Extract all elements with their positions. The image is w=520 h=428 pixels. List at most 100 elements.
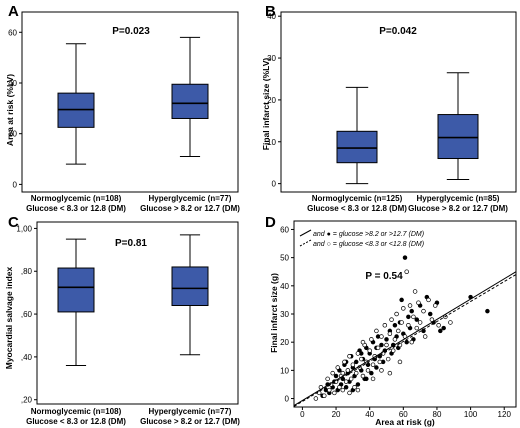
category-b1-line2: Glucose < 8.3 or 12.8 (DM) xyxy=(307,204,407,213)
boxplot-b2 xyxy=(437,72,479,180)
category-c2-line1: Hyperglycemic (n=77) xyxy=(149,407,232,416)
point-normoglycemic xyxy=(436,323,441,328)
point-hyperglycemic xyxy=(414,317,420,322)
scatter-points-d xyxy=(313,255,490,401)
y-tick-label: 40 xyxy=(267,12,276,21)
point-normoglycemic xyxy=(342,359,347,365)
point-normoglycemic xyxy=(353,370,359,376)
axis-ticks-d: 0 20 40 60 80 100 120 0 10 20 30 40 50 60 xyxy=(280,225,511,419)
boxplot-c2 xyxy=(171,234,209,356)
point-normoglycemic xyxy=(406,323,411,328)
point-normoglycemic xyxy=(348,376,354,382)
point-normoglycemic xyxy=(375,345,381,351)
interquartile-box xyxy=(57,267,95,313)
y-tick-label: 60 xyxy=(8,28,17,37)
point-normoglycemic xyxy=(385,356,391,362)
y-tick-label: 40 xyxy=(8,79,17,88)
point-normoglycemic xyxy=(370,362,376,367)
panel-a: A Area at risk (%LV) P=0.023 0 20 40 60 Nor… xyxy=(5,3,240,213)
y-tick-label: ,20 xyxy=(21,396,33,405)
point-hyperglycemic xyxy=(374,365,379,370)
y-ticks-a: 0 20 40 60 xyxy=(8,28,22,189)
p-value-b: P=0.042 xyxy=(379,26,417,37)
boxplot-a1 xyxy=(57,43,95,165)
interquartile-box xyxy=(171,83,209,119)
point-normoglycemic xyxy=(422,334,428,339)
point-normoglycemic xyxy=(370,376,376,382)
point-normoglycemic xyxy=(374,328,379,334)
point-hyperglycemic xyxy=(404,339,409,345)
point-normoglycemic xyxy=(347,354,352,359)
point-hyperglycemic xyxy=(392,323,398,328)
point-normoglycemic xyxy=(417,320,423,325)
x-tick-label: 80 xyxy=(433,410,442,419)
point-normoglycemic xyxy=(404,269,409,274)
point-normoglycemic xyxy=(409,339,414,345)
y-axis-label-c: Myocardial salvage index xyxy=(4,266,14,369)
category-a1-line1: Normoglycemic (n=108) xyxy=(31,194,122,203)
panel-label-a: A xyxy=(8,3,19,20)
point-normoglycemic xyxy=(345,368,351,373)
plot-frame-c xyxy=(36,221,239,405)
point-normoglycemic xyxy=(399,320,404,325)
y-tick-label: 50 xyxy=(280,254,289,263)
point-normoglycemic xyxy=(384,342,389,348)
point-hyperglycemic xyxy=(379,342,384,348)
point-normoglycemic xyxy=(421,308,426,314)
legend-dashed-line xyxy=(299,239,312,247)
x-tick-label: 40 xyxy=(365,410,374,419)
point-normoglycemic xyxy=(407,303,413,308)
point-normoglycemic xyxy=(397,342,403,348)
point-hyperglycemic xyxy=(402,255,408,260)
y-tick-label: 20 xyxy=(267,96,276,105)
point-normoglycemic xyxy=(327,387,332,393)
point-normoglycemic xyxy=(433,303,438,308)
category-a1-line2: Glucose < 8.3 or 12.8 (DM) xyxy=(26,204,126,213)
point-hyperglycemic xyxy=(353,359,359,365)
point-hyperglycemic xyxy=(485,308,490,314)
point-normoglycemic xyxy=(352,385,357,390)
plot-frame-b xyxy=(280,11,517,193)
point-normoglycemic xyxy=(332,390,337,396)
point-normoglycemic xyxy=(401,306,406,311)
y-tick-label: 10 xyxy=(267,138,276,147)
y-tick-label: 10 xyxy=(280,366,289,375)
y-tick-label: ,80 xyxy=(21,267,33,276)
y-tick-label: 20 xyxy=(280,338,289,347)
y-tick-label: 1,00 xyxy=(16,224,32,233)
point-normoglycemic xyxy=(379,368,384,373)
boxes-c xyxy=(57,234,209,366)
plot-frame-a xyxy=(21,11,239,193)
point-normoglycemic xyxy=(392,337,398,342)
point-normoglycemic xyxy=(389,317,394,322)
y-tick-label: ,60 xyxy=(21,310,33,319)
point-normoglycemic xyxy=(335,365,340,370)
boxplot-c1 xyxy=(57,238,95,366)
panel-c: C Myocardial salvage index P=0.81 ,20 ,40… xyxy=(4,214,240,426)
point-normoglycemic xyxy=(340,370,346,376)
category-a2-line2: Glucose > 8.2 or 12.7 (DM) xyxy=(140,204,240,213)
point-normoglycemic xyxy=(387,331,393,336)
point-normoglycemic xyxy=(355,351,361,356)
point-normoglycemic xyxy=(412,289,418,294)
point-normoglycemic xyxy=(369,337,374,342)
y-tick-label: 0 xyxy=(13,180,18,189)
point-hyperglycemic xyxy=(355,382,361,387)
point-normoglycemic xyxy=(322,393,327,398)
point-normoglycemic xyxy=(350,362,356,367)
y-axis-label-d: Final infarct size (g) xyxy=(269,273,279,353)
boxes-a xyxy=(57,36,209,165)
point-normoglycemic xyxy=(426,297,431,303)
category-c2-line2: Glucose > 8.2 or 12.7 (DM) xyxy=(140,417,240,426)
boxes-b xyxy=(336,72,479,185)
point-hyperglycemic xyxy=(369,370,374,376)
y-tick-label: 60 xyxy=(280,225,289,234)
category-a2-line1: Hyperglycemic (n=77) xyxy=(149,194,232,203)
panel-b: B Final infarct size (%LV) P=0.042 0 10 20… xyxy=(261,3,517,213)
point-normoglycemic xyxy=(367,348,372,353)
x-tick-label: 60 xyxy=(399,410,408,419)
point-hyperglycemic xyxy=(409,308,414,314)
point-normoglycemic xyxy=(337,385,342,390)
category-b1-line1: Normoglycemic (n=125) xyxy=(312,194,403,203)
